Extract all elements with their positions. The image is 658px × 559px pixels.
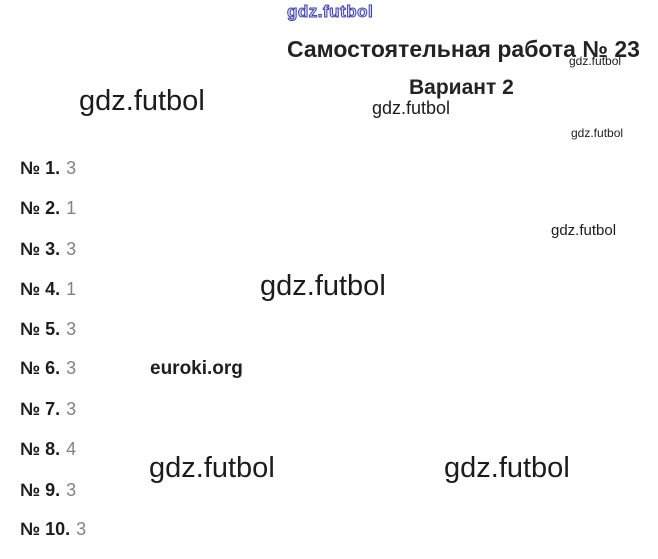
watermark-bottom-left: gdz.futbol xyxy=(149,452,275,484)
answer-number: № 10. xyxy=(20,519,71,539)
answer-row: № 9. 3 xyxy=(20,480,76,501)
answer-value: 3 xyxy=(66,358,77,378)
answer-number: № 4. xyxy=(20,279,61,299)
answer-value: 3 xyxy=(66,399,77,419)
page-title: Самостоятельная работа № 23 xyxy=(287,36,640,62)
variant-subtitle: Вариант 2 xyxy=(409,76,514,99)
answer-number: № 3. xyxy=(20,239,61,259)
answer-row: № 3. 3 xyxy=(20,239,76,260)
watermark-center-large: gdz.futbol xyxy=(260,270,386,302)
answer-number: № 9. xyxy=(20,480,61,500)
answer-value: 3 xyxy=(66,319,77,339)
watermark-right-small: gdz.futbol xyxy=(571,126,624,140)
answer-value: 3 xyxy=(66,239,77,259)
answer-value: 1 xyxy=(66,198,77,218)
answer-value: 3 xyxy=(66,158,77,178)
watermark-bottom-right: gdz.futbol xyxy=(444,452,570,484)
answer-row: № 8. 4 xyxy=(20,439,76,460)
watermark-under-title: gdz.futbol xyxy=(569,54,622,68)
answer-number: № 7. xyxy=(20,399,61,419)
answer-row: № 10. 3 xyxy=(20,519,86,540)
answer-row: № 2. 1 xyxy=(20,198,76,219)
watermark-top-blue: gdz.futbol xyxy=(286,2,374,22)
answer-value: 1 xyxy=(66,279,77,299)
answer-row: № 4. 1 xyxy=(20,279,76,300)
answer-row: № 5. 3 xyxy=(20,319,76,340)
watermark-left-large: gdz.futbol xyxy=(79,85,205,117)
answer-row: № 6. 3 xyxy=(20,358,76,379)
watermark-right-medium: gdz.futbol xyxy=(551,222,617,239)
answer-value: 3 xyxy=(76,519,87,539)
answer-number: № 2. xyxy=(20,198,61,218)
answer-row: № 1. 3 xyxy=(20,158,76,179)
answer-value: 3 xyxy=(66,480,77,500)
watermark-under-variant: gdz.futbol xyxy=(372,98,451,118)
answer-number: № 5. xyxy=(20,319,61,339)
answer-row: № 7. 3 xyxy=(20,399,76,420)
answer-number: № 8. xyxy=(20,439,61,459)
answer-number: № 1. xyxy=(20,158,61,178)
answer-value: 4 xyxy=(66,439,77,459)
watermark-euroki: euroki.org xyxy=(150,358,243,379)
answer-number: № 6. xyxy=(20,358,61,378)
